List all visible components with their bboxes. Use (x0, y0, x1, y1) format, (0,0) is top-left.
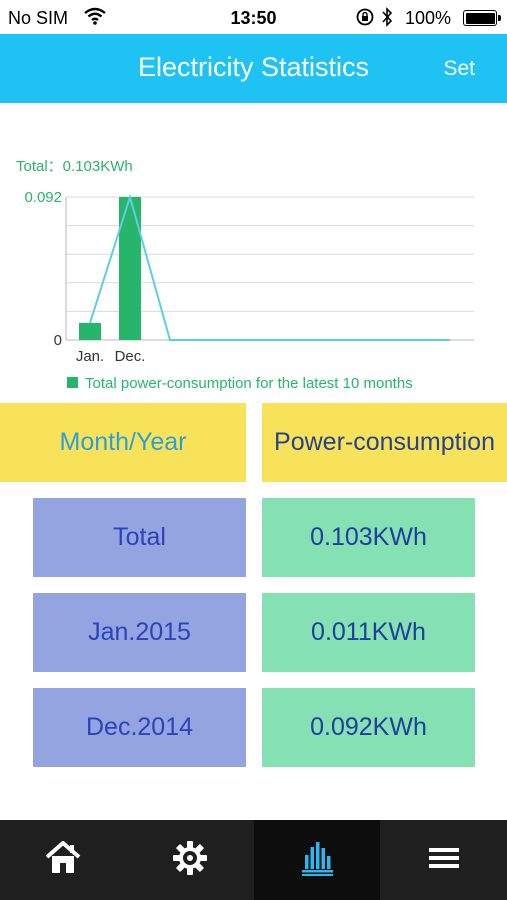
statistics-icon (298, 839, 336, 882)
ytick-label-max: 0.092 (24, 189, 62, 206)
chart-legend: Total power-consumption for the latest 1… (85, 375, 413, 392)
month-cell-label: Jan.2015 (88, 618, 191, 646)
tab-bar (0, 820, 507, 900)
gear-icon (172, 840, 208, 881)
x-tick-label: Jan. (76, 348, 104, 365)
power-consumption-header: Power-consumption (262, 403, 507, 482)
x-tick-label: Dec. (115, 348, 146, 365)
table-row-month: Jan.2015 (33, 593, 246, 672)
table-row-month: Total (33, 498, 246, 577)
month-year-header: Month/Year (0, 403, 246, 482)
table-row-value: 0.092KWh (262, 688, 475, 767)
month-year-header-label: Month/Year (59, 428, 187, 456)
value-cell-label: 0.103KWh (310, 523, 427, 551)
home-icon (45, 840, 81, 880)
status-bar: No SIM 13:50 100% (0, 0, 507, 34)
nav-header: Electricity Statistics Set (0, 34, 507, 103)
wifi-icon (84, 7, 106, 30)
tab-settings[interactable] (127, 820, 253, 900)
tab-home[interactable] (0, 820, 126, 900)
set-button[interactable]: Set (443, 57, 475, 80)
rotation-lock-icon (355, 7, 375, 32)
ytick-label-zero: 0 (54, 332, 62, 349)
table-row-month: Dec.2014 (33, 688, 246, 767)
tab-statistics[interactable] (254, 820, 380, 900)
tab-menu[interactable] (381, 820, 507, 900)
table-row-value: 0.011KWh (262, 593, 475, 672)
chart-bar (119, 197, 141, 340)
page-title: Electricity Statistics (137, 52, 370, 82)
chart-bar (79, 322, 101, 340)
value-cell-label: 0.092KWh (310, 713, 427, 741)
legend-swatch (67, 377, 78, 388)
table-row-value: 0.103KWh (262, 498, 475, 577)
clock-label: 13:50 (230, 8, 277, 28)
month-cell-label: Dec.2014 (85, 713, 194, 741)
chart-total-label: Total：0.103KWh (16, 158, 133, 175)
consumption-chart: Total：0.103KWh 0.092 0 Jan. Dec. Total po… (16, 158, 474, 392)
month-cell-label: Total (113, 523, 166, 551)
bluetooth-icon (380, 6, 394, 33)
trend-line (89, 193, 450, 341)
value-cell-label: 0.011KWh (311, 618, 426, 646)
menu-icon (429, 846, 459, 875)
battery-icon (463, 10, 501, 26)
carrier-label: No SIM (8, 8, 69, 28)
power-consumption-header-label: Power-consumption (274, 428, 495, 456)
battery-percent: 100% (405, 8, 452, 28)
